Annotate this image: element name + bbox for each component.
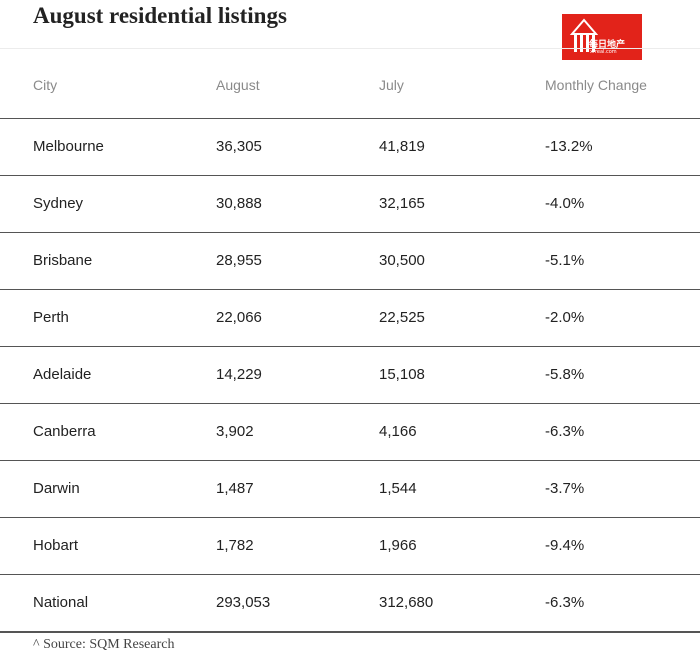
header-july: July [379,77,404,93]
cell-july: 15,108 [379,366,425,383]
cell-city: Darwin [33,480,80,497]
cell-july: 1,544 [379,480,417,497]
header-city: City [33,77,58,93]
cell-august: 14,229 [216,366,262,383]
cell-july: 1,966 [379,537,417,554]
divider [0,48,700,49]
cell-change: -13.2% [545,138,593,155]
source-note: ^ Source: SQM Research [33,637,175,652]
cell-city: Melbourne [33,138,104,155]
cell-city: Sydney [33,195,84,212]
cell-change: -5.8% [545,366,585,383]
table-row: National 293,053 312,680 -6.3% [0,575,700,633]
cell-city: Brisbane [33,252,93,269]
cell-july: 30,500 [379,252,425,269]
cell-august: 3,902 [216,423,254,440]
cell-city: Canberra [33,423,96,440]
cell-city: Adelaide [33,366,92,383]
cell-july: 4,166 [379,423,417,440]
cell-change: -5.1% [545,252,585,269]
cell-change: -6.3% [545,423,585,440]
table-row: Hobart 1,782 1,966 -9.4% [0,518,700,575]
cell-city: Perth [33,309,69,326]
table-row: Perth 22,066 22,525 -2.0% [0,290,700,347]
logo-brand-cn: 每日地产 [589,40,626,50]
cell-change: -9.4% [545,537,585,554]
page-title: August residential listings [33,3,287,28]
house-icon [569,18,599,52]
logo-brand-en: xrreal.com [590,49,617,55]
brand-logo: 每日地产 xrreal.com [562,14,642,60]
cell-change: -4.0% [545,195,585,212]
header-august: August [216,77,260,93]
cell-august: 28,955 [216,252,262,269]
listings-table: City August July Monthly Change Melbourn… [0,60,700,633]
header-monthly-change: Monthly Change [545,77,647,93]
cell-august: 1,782 [216,537,254,554]
cell-july: 312,680 [379,594,434,611]
cell-august: 293,053 [216,594,271,611]
table-header: City August July Monthly Change [0,60,700,119]
table-row: Canberra 3,902 4,166 -6.3% [0,404,700,461]
cell-change: -3.7% [545,480,585,497]
cell-july: 41,819 [379,138,425,155]
cell-august: 1,487 [216,480,254,497]
cell-august: 30,888 [216,195,262,212]
table-row: Adelaide 14,229 15,108 -5.8% [0,347,700,404]
cell-city: Hobart [33,537,79,554]
cell-change: -6.3% [545,594,585,611]
table-row: Brisbane 28,955 30,500 -5.1% [0,233,700,290]
cell-july: 22,525 [379,309,425,326]
cell-city: National [33,594,89,611]
cell-august: 22,066 [216,309,262,326]
table-row: Sydney 30,888 32,165 -4.0% [0,176,700,233]
table-row: Darwin 1,487 1,544 -3.7% [0,461,700,518]
cell-change: -2.0% [545,309,585,326]
cell-august: 36,305 [216,138,262,155]
cell-july: 32,165 [379,195,425,212]
table-row: Melbourne 36,305 41,819 -13.2% [0,119,700,176]
